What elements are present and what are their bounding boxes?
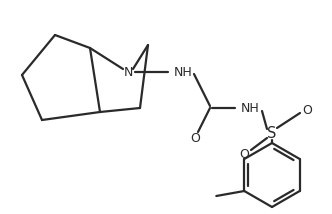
Text: N: N [123,65,133,79]
Text: O: O [190,132,200,146]
Text: NH: NH [174,65,192,79]
Text: O: O [302,104,312,116]
Text: NH: NH [241,101,259,114]
Text: O: O [239,149,249,162]
Text: S: S [267,125,277,141]
